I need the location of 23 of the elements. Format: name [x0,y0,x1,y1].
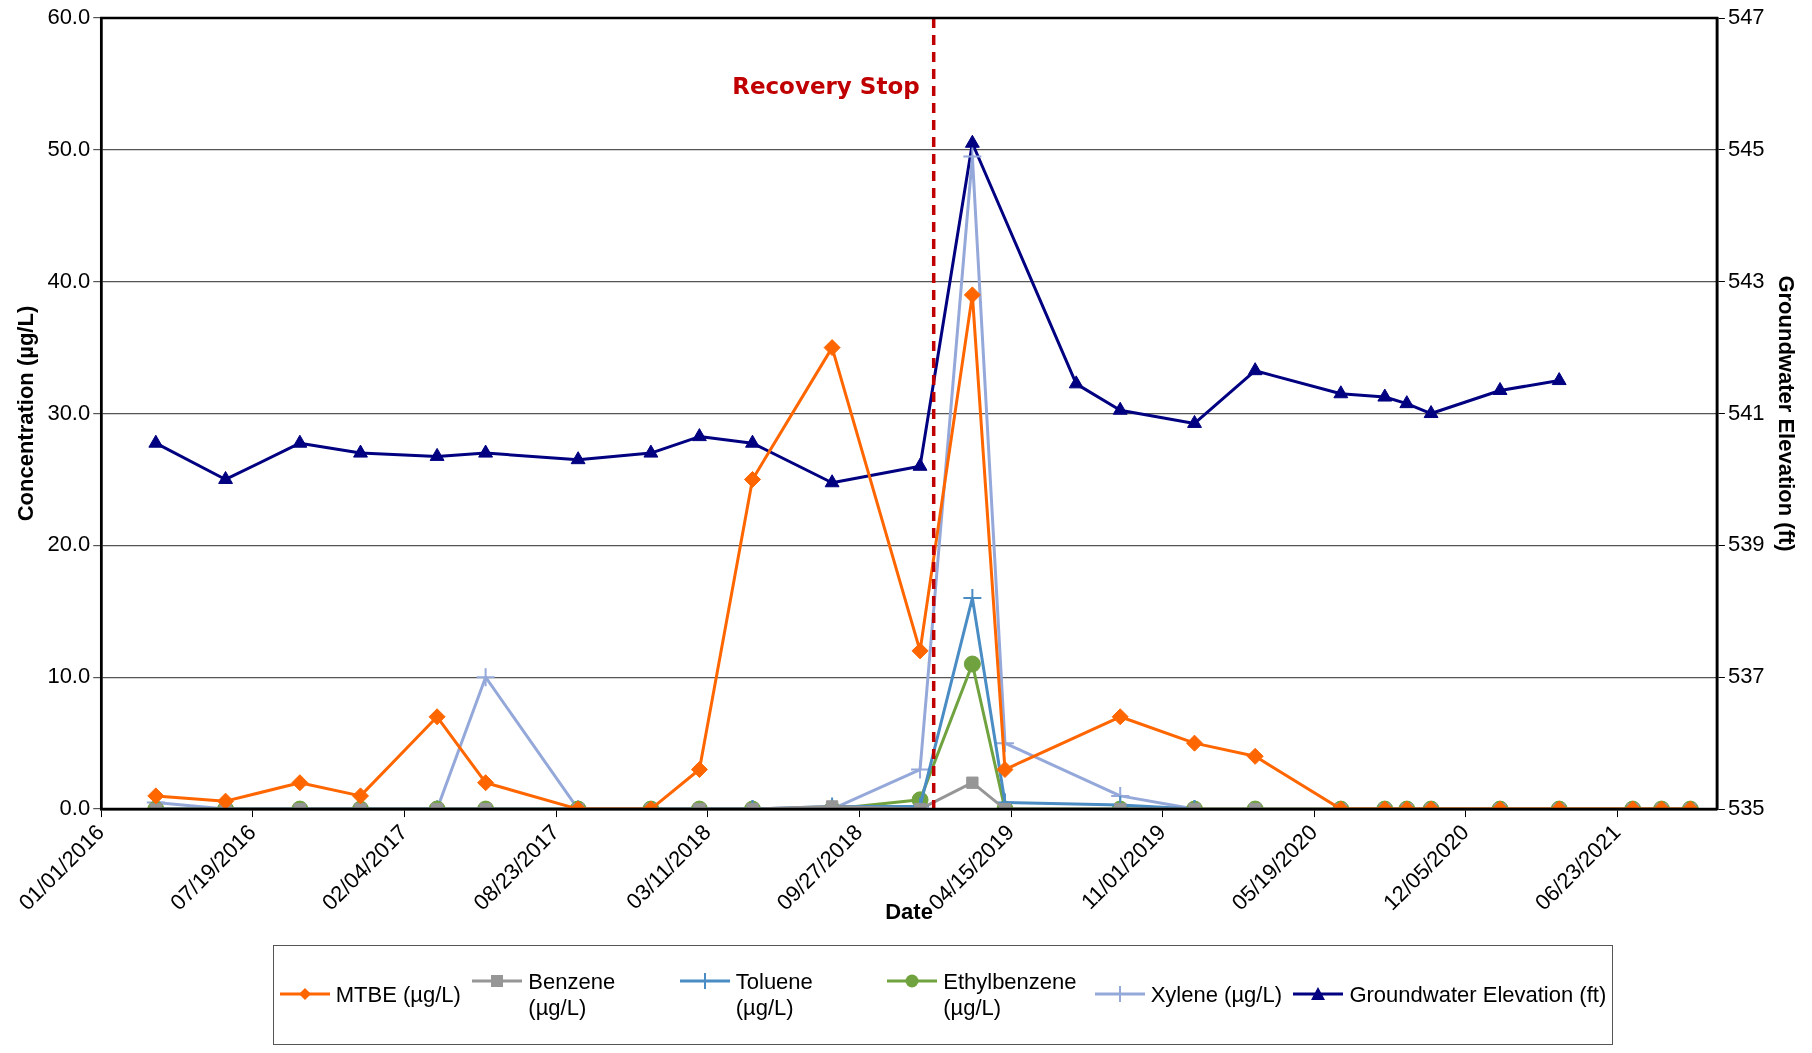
legend-label: MTBE (µg/L) [335,982,461,1008]
y-tick-label: 30.0 [47,399,91,425]
ref-line-label: Recovery Stop [732,72,920,99]
y2-tick-label: 545 [1727,135,1765,161]
y-tick-label: 40.0 [47,267,91,293]
y-tick-label: 0.0 [59,795,91,821]
y2-tick-label: 541 [1727,399,1765,425]
y2-tick-label: 543 [1727,267,1765,293]
y2-tick-label: 537 [1727,663,1765,689]
y2-tick-label: 539 [1727,531,1765,557]
y-tick-label: 10.0 [47,663,91,689]
legend-label: Groundwater Elevation (ft) [1349,982,1607,1008]
y2-axis-title: Groundwater Elevation (ft) [1773,275,1799,552]
y-tick-label: 60.0 [47,4,91,30]
y-tick-label: 20.0 [47,531,91,557]
y2-tick-label: 547 [1727,4,1765,30]
y2-tick-label: 535 [1727,795,1765,821]
y-tick-label: 50.0 [47,135,91,161]
legend-label: Benzene (µg/L) [528,969,617,1021]
legend-label: Toluene (µg/L) [735,969,814,1021]
y-axis-title: Concentration (µg/L) [13,305,39,522]
legend-label: Ethylbenzene (µg/L) [943,969,1078,1021]
legend-label: Xylene (µg/L) [1150,982,1282,1008]
